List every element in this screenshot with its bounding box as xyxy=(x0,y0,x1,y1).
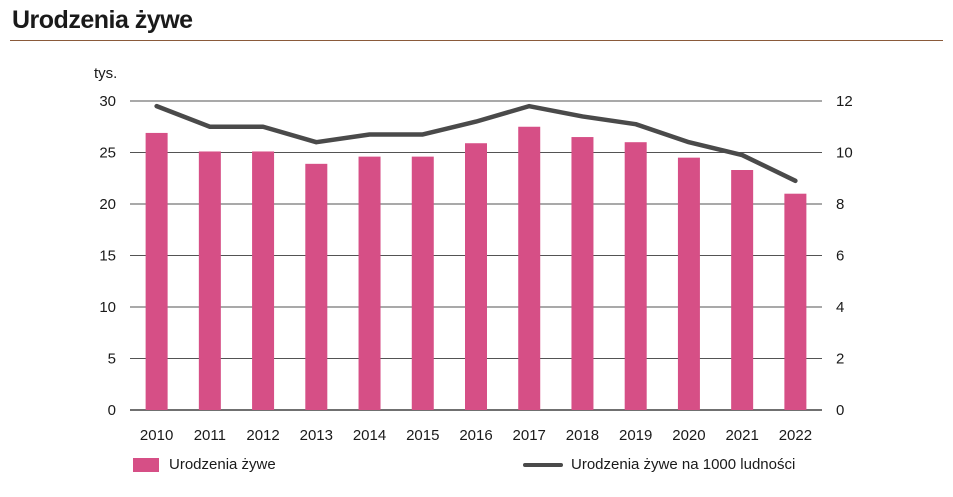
bar xyxy=(198,151,221,410)
legend-bar-label: Urodzenia żywe xyxy=(169,456,276,473)
bar xyxy=(358,156,381,410)
x-tick-label: 2017 xyxy=(513,427,546,444)
bar xyxy=(677,157,700,410)
bar xyxy=(571,137,594,411)
left-tick-label: 10 xyxy=(99,299,116,316)
bar xyxy=(784,193,807,410)
x-axis-ticks: 2010 2011 2012 2013 2014 2015 2016 2017 2018 2019… xyxy=(140,427,812,444)
line-series xyxy=(154,103,798,184)
right-axis-ticks: 0 2 4 6 8 10 12 xyxy=(836,93,853,419)
left-tick-label: 15 xyxy=(99,248,116,265)
right-tick-label: 12 xyxy=(836,93,853,110)
x-tick-label: 2011 xyxy=(194,427,226,444)
x-tick-label: 2012 xyxy=(246,427,279,444)
x-tick-label: 2018 xyxy=(566,427,599,444)
x-tick-label: 2021 xyxy=(725,427,758,444)
bar xyxy=(518,126,541,410)
right-tick-label: 6 xyxy=(836,248,844,265)
left-axis-ticks: 0 5 10 15 20 25 30 xyxy=(99,93,116,419)
legend-bar: Urodzenia żywe xyxy=(133,456,276,473)
left-tick-label: 30 xyxy=(99,93,116,110)
right-tick-label: 4 xyxy=(836,299,844,316)
bar xyxy=(411,156,434,410)
legend-line: Urodzenia żywe na 1000 ludności xyxy=(523,456,795,473)
left-tick-label: 5 xyxy=(108,351,116,368)
right-tick-label: 10 xyxy=(836,145,853,162)
bar xyxy=(465,143,487,411)
x-tick-label: 2013 xyxy=(300,427,333,444)
bar xyxy=(252,151,275,410)
left-tick-label: 20 xyxy=(99,196,116,213)
left-tick-label: 0 xyxy=(108,402,116,419)
bar xyxy=(731,170,754,410)
legend-line-label: Urodzenia żywe na 1000 ludności xyxy=(571,456,796,473)
x-tick-label: 2020 xyxy=(672,427,705,444)
bar xyxy=(145,132,168,410)
legend-bar-swatch xyxy=(133,457,159,472)
x-tick-label: 2022 xyxy=(779,427,812,444)
x-tick-label: 2015 xyxy=(406,427,439,444)
x-tick-label: 2019 xyxy=(619,427,652,444)
line-series-path xyxy=(154,103,798,184)
right-tick-label: 0 xyxy=(836,402,844,419)
right-tick-label: 8 xyxy=(836,196,844,213)
x-tick-label: 2016 xyxy=(459,427,492,444)
title-underline xyxy=(10,40,943,41)
x-tick-label: 2014 xyxy=(353,427,386,444)
bar-series xyxy=(145,126,807,411)
legend-line-swatch xyxy=(523,462,563,467)
bar xyxy=(305,163,328,410)
chart-title: Urodzenia żywe xyxy=(12,6,193,34)
left-tick-label: 25 xyxy=(99,145,116,162)
bar xyxy=(624,142,647,410)
right-tick-label: 2 xyxy=(836,351,844,368)
left-axis-unit: tys. xyxy=(94,65,117,82)
x-tick-label: 2010 xyxy=(140,427,173,444)
